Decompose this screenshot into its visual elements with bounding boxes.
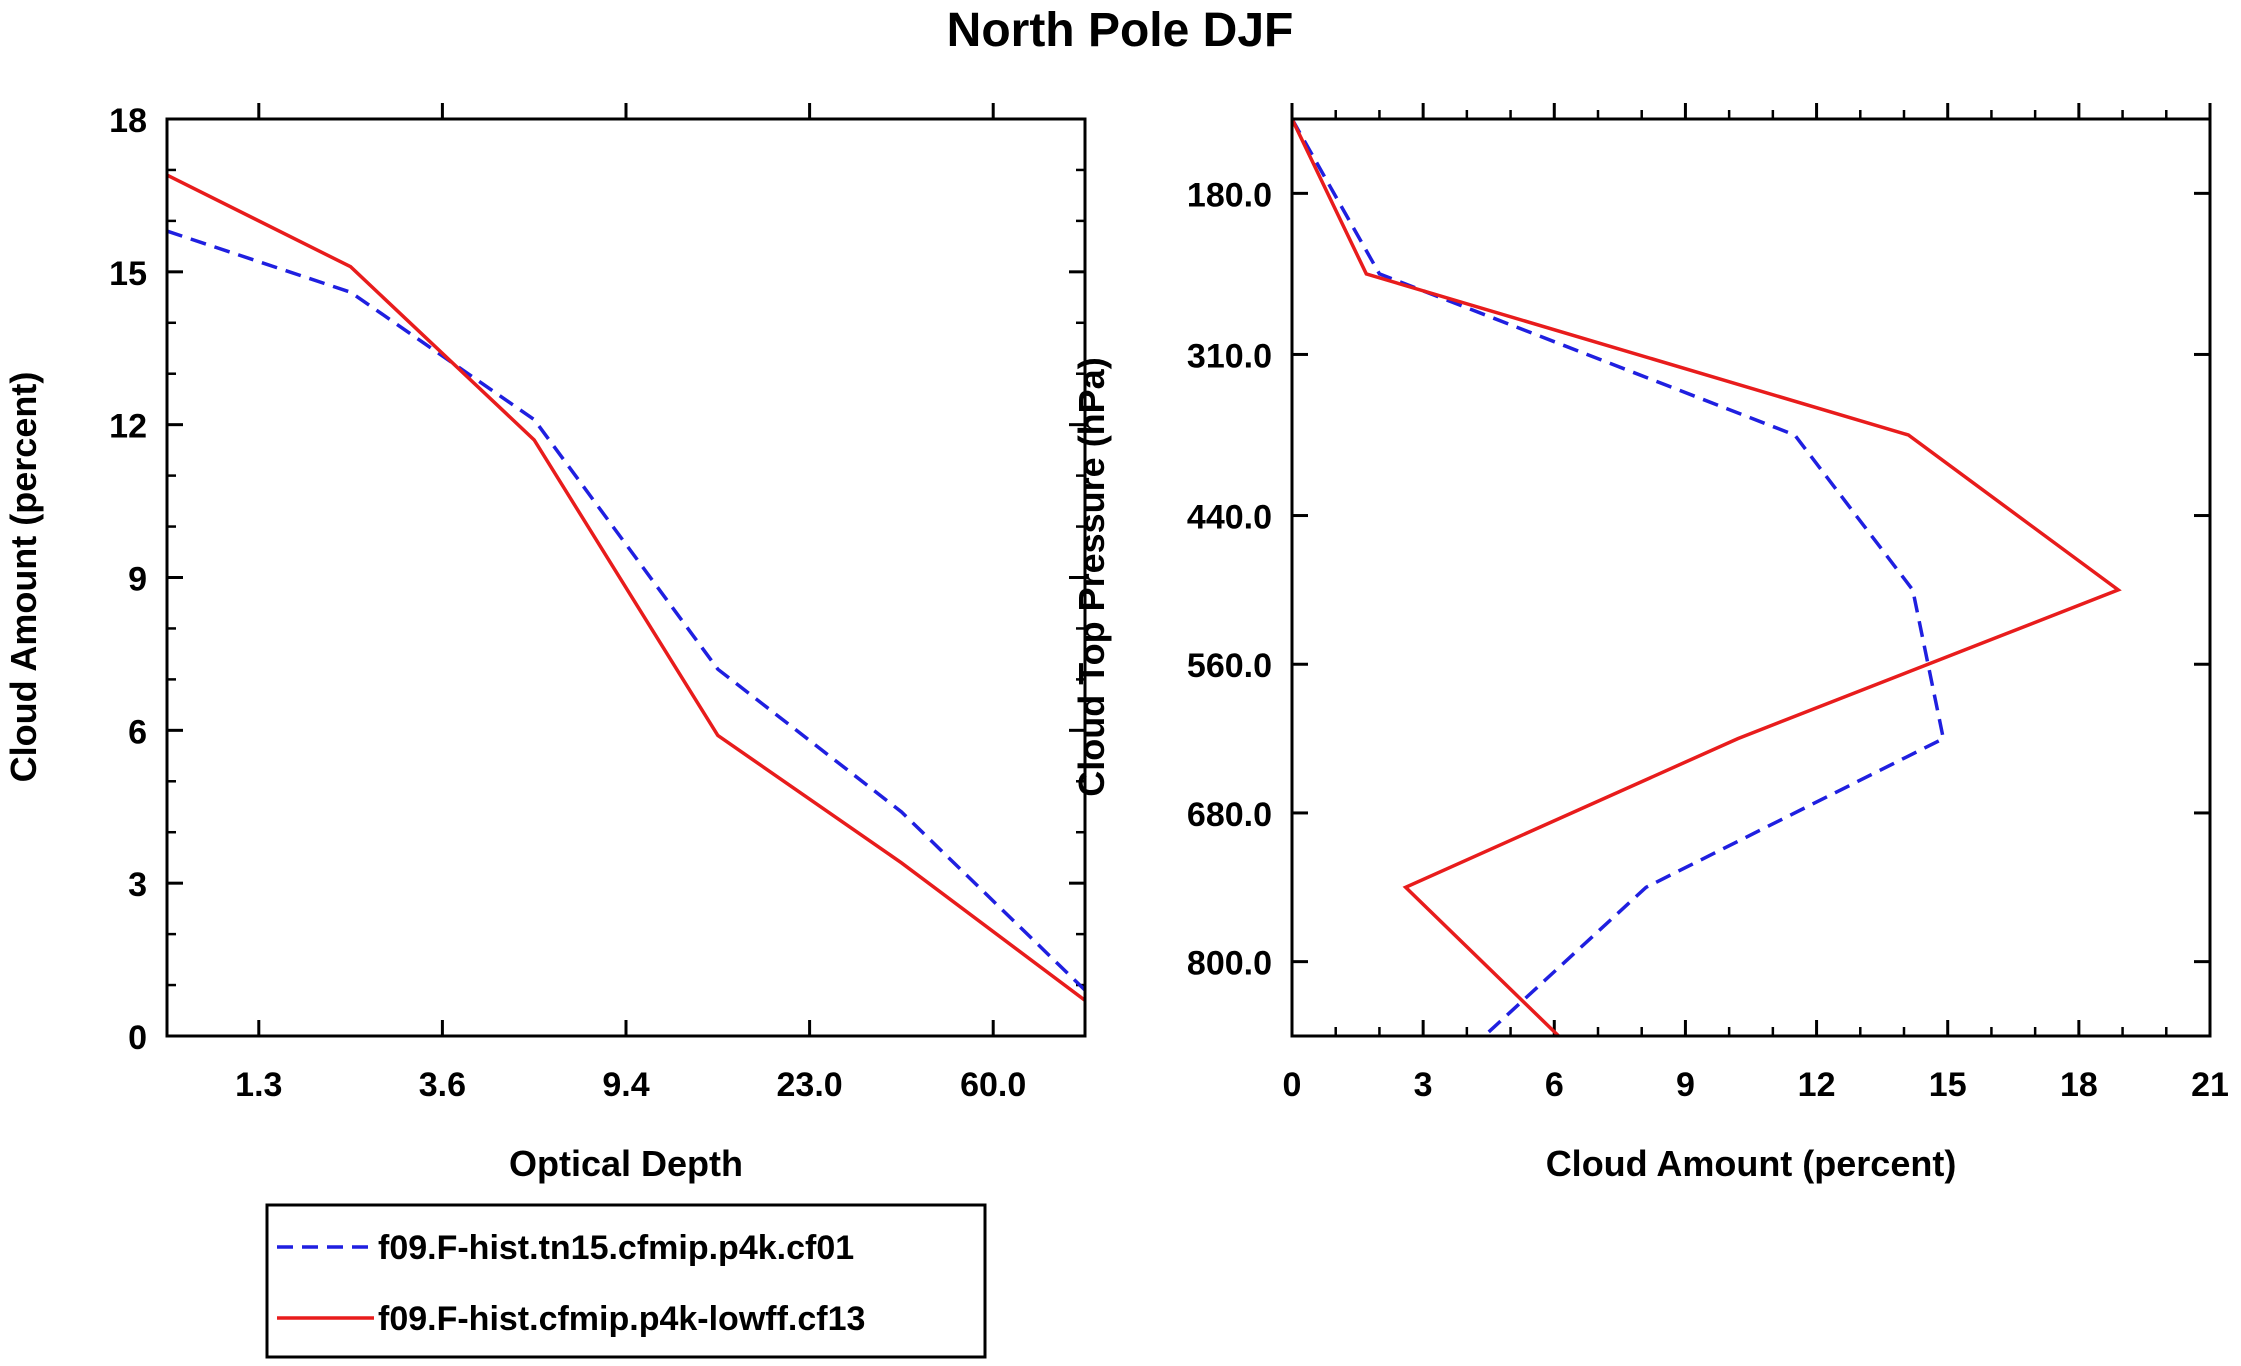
right-y-tick-label: 180.0 <box>1187 176 1272 214</box>
right-series-line-1 <box>1290 118 1946 1038</box>
left-series-line-2 <box>166 173 1087 1002</box>
left-x-tick-label: 3.6 <box>419 1066 466 1104</box>
right-tick-labels: 0 3 6 9 12 15 18 21 180.0 310.0 440.0 560.0 680.0 800… <box>1187 176 2229 1104</box>
right-y-tick-label: 440.0 <box>1187 499 1272 537</box>
right-plot-frame <box>1290 117 2212 1038</box>
chart-title: North Pole DJF <box>947 4 1294 57</box>
right-x-tick-label: 9 <box>1676 1066 1695 1104</box>
left-y-tick-label: 0 <box>128 1019 147 1057</box>
right-x-tick-label: 12 <box>1798 1066 1836 1104</box>
left-panel: 0 3 6 9 12 15 18 1.3 3.6 9.4 23.0 60.0 Optical Dept… <box>3 102 1087 1184</box>
right-y-tick-label: 800.0 <box>1187 945 1272 983</box>
left-x-tick-label: 60.0 <box>960 1066 1026 1104</box>
left-tick-labels: 0 3 6 9 12 15 18 1.3 3.6 9.4 23.0 60.0 <box>109 102 1026 1104</box>
right-x-tick-label: 0 <box>1283 1066 1302 1104</box>
right-x-tick-label: 3 <box>1414 1066 1433 1104</box>
right-x-tick-label: 21 <box>2191 1066 2229 1104</box>
left-x-axis-label: Optical Depth <box>509 1143 743 1184</box>
right-x-tick-label: 15 <box>1929 1066 1967 1104</box>
right-panel: 0 3 6 9 12 15 18 21 180.0 310.0 440.0 560.0 680.0 800… <box>1071 103 2229 1184</box>
left-y-tick-label: 18 <box>109 102 147 140</box>
right-ticks <box>1290 103 2212 1036</box>
right-y-tick-label: 560.0 <box>1187 647 1272 685</box>
left-series <box>166 173 1087 1002</box>
left-y-tick-label: 9 <box>128 561 147 599</box>
right-series <box>1290 118 2122 1038</box>
right-y-tick-label: 310.0 <box>1187 337 1272 375</box>
right-x-tick-label: 18 <box>2060 1066 2098 1104</box>
left-y-tick-label: 15 <box>109 255 147 293</box>
left-y-tick-label: 12 <box>109 408 147 446</box>
left-x-tick-label: 23.0 <box>777 1066 843 1104</box>
right-y-axis-label: Cloud Top Pressure (hPa) <box>1071 357 1112 796</box>
right-x-axis-label: Cloud Amount (percent) <box>1546 1143 1957 1184</box>
right-x-tick-label: 6 <box>1545 1066 1564 1104</box>
legend: f09.F-hist.tn15.cfmip.p4k.cf01 f09.F-his… <box>265 1203 987 1359</box>
legend-label-1: f09.F-hist.tn15.cfmip.p4k.cf01 <box>378 1229 854 1267</box>
left-series-line-1 <box>166 229 1087 992</box>
left-x-tick-label: 1.3 <box>235 1066 282 1104</box>
left-plot-frame <box>165 117 1087 1038</box>
left-y-axis-label: Cloud Amount (percent) <box>3 372 44 783</box>
legend-box <box>265 1203 987 1359</box>
left-y-tick-label: 3 <box>128 866 147 904</box>
left-y-tick-label: 6 <box>128 713 147 751</box>
right-y-tick-label: 680.0 <box>1187 796 1272 834</box>
legend-label-2: f09.F-hist.cfmip.p4k-lowff.cf13 <box>378 1300 865 1338</box>
right-series-line-2 <box>1290 118 2122 1038</box>
left-x-tick-label: 9.4 <box>602 1066 649 1104</box>
